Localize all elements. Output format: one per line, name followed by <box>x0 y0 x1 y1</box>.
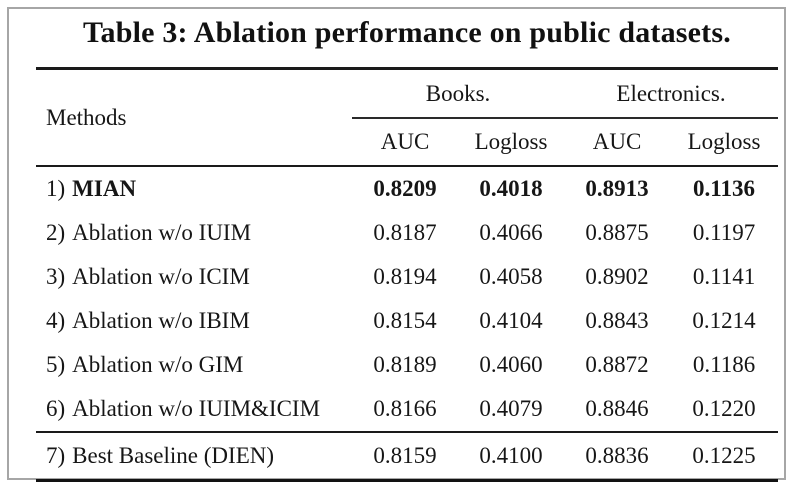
table-row-wo-iuim: 2) Ablation w/o IUIM 0.8187 0.4066 0.8875… <box>36 211 778 255</box>
row-number: 1) <box>46 176 66 201</box>
value-cell: 0.1136 <box>693 176 755 201</box>
column-header-electronics-auc: AUC <box>564 118 671 167</box>
value-cell: 0.4060 <box>479 352 543 377</box>
table-row-wo-icim: 3) Ablation w/o ICIM 0.8194 0.4058 0.8902… <box>36 255 778 299</box>
table-caption: Table 3: Ablation performance on public … <box>83 16 731 49</box>
value-cell: 0.8194 <box>373 264 437 289</box>
value-cell: 0.1225 <box>670 432 779 482</box>
value-cell: 0.8846 <box>564 387 671 433</box>
row-number: 3) <box>46 264 66 289</box>
value-cell: 0.8913 <box>585 176 649 201</box>
method-name: Ablation w/o IUIM&ICIM <box>72 396 321 421</box>
column-group-books: Books. <box>352 67 565 119</box>
header-group-row: Methods Books. Electronics. <box>36 67 779 167</box>
method-name: Ablation w/o IBIM <box>72 308 250 333</box>
column-group-electronics: Electronics. <box>564 67 779 119</box>
table-row-wo-ibim: 4) Ablation w/o IBIM 0.8154 0.4104 0.8843… <box>36 299 778 343</box>
value-cell: 0.4066 <box>479 220 543 245</box>
value-cell: 0.1214 <box>692 308 756 333</box>
row-number: 5) <box>46 352 66 377</box>
value-cell: 0.8875 <box>585 220 649 245</box>
method-name: Ablation w/o IUIM <box>72 220 252 245</box>
value-cell: 0.1141 <box>692 264 756 289</box>
method-name: Ablation w/o ICIM <box>72 264 250 289</box>
method-cell: 1) MIAN <box>36 166 352 211</box>
value-cell: 0.8836 <box>564 432 671 482</box>
method-cell: 7) Best Baseline (DIEN) <box>36 432 352 482</box>
value-cell: 0.8189 <box>373 352 437 377</box>
value-cell: 0.8902 <box>585 264 649 289</box>
column-header-electronics-logloss: Logloss <box>670 118 779 167</box>
value-cell: 0.8166 <box>352 387 458 433</box>
value-cell: 0.4100 <box>458 432 565 482</box>
column-header-books-auc: AUC <box>352 118 458 167</box>
row-number: 2) <box>46 220 66 245</box>
method-name: MIAN <box>72 176 137 201</box>
method-name: Best Baseline (DIEN) <box>72 443 275 468</box>
method-cell: 4) Ablation w/o IBIM <box>36 299 352 343</box>
column-header-books-logloss: Logloss <box>458 118 565 167</box>
row-number: 4) <box>46 308 66 333</box>
value-cell: 0.8154 <box>373 308 437 333</box>
table-row-best-baseline: 7) Best Baseline (DIEN) 0.8159 0.4100 0.8… <box>36 432 779 482</box>
method-name: Ablation w/o GIM <box>72 352 244 377</box>
table-row-wo-iuim-icim: 6) Ablation w/o IUIM&ICIM 0.8166 0.4079 0… <box>36 387 779 433</box>
table-row-mian: 1) MIAN 0.8209 0.4018 0.8913 0.1136 <box>36 166 778 211</box>
value-cell: 0.8159 <box>352 432 458 482</box>
row-number: 7) <box>46 443 66 468</box>
value-cell: 0.8187 <box>373 220 437 245</box>
method-cell: 5) Ablation w/o GIM <box>36 343 352 387</box>
figure-frame: Table 3: Ablation performance on public … <box>7 7 786 482</box>
method-cell: 2) Ablation w/o IUIM <box>36 211 352 255</box>
header-metric-row: AUC Logloss AUC Logloss <box>36 118 779 167</box>
value-cell: 0.4079 <box>458 387 565 433</box>
method-cell: 3) Ablation w/o ICIM <box>36 255 352 299</box>
ablation-results-table: Methods Books. Electronics. AUC Logloss … <box>36 67 779 482</box>
column-header-methods: Methods <box>36 67 352 167</box>
value-cell: 0.1220 <box>670 387 779 433</box>
value-cell: 0.1186 <box>692 352 756 377</box>
value-cell: 0.4018 <box>479 176 543 201</box>
value-cell: 0.4104 <box>479 308 543 333</box>
method-cell: 6) Ablation w/o IUIM&ICIM <box>36 387 352 433</box>
value-cell: 0.4058 <box>479 264 543 289</box>
value-cell: 0.8843 <box>585 308 649 333</box>
value-cell: 0.1197 <box>692 220 756 245</box>
row-number: 6) <box>46 396 66 421</box>
table-row-wo-gim: 5) Ablation w/o GIM 0.8189 0.4060 0.8872 … <box>36 343 778 387</box>
value-cell: 0.8872 <box>585 352 649 377</box>
value-cell: 0.8209 <box>373 176 437 201</box>
